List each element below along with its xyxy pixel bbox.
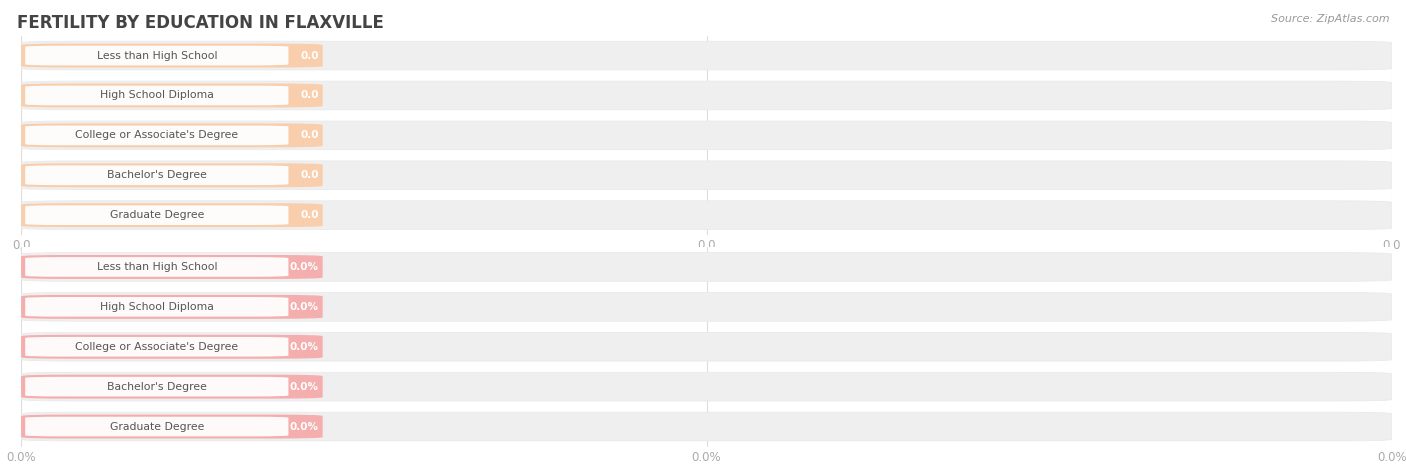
Text: Bachelor's Degree: Bachelor's Degree xyxy=(107,381,207,392)
FancyBboxPatch shape xyxy=(21,203,323,227)
Text: FERTILITY BY EDUCATION IN FLAXVILLE: FERTILITY BY EDUCATION IN FLAXVILLE xyxy=(17,14,384,32)
Text: 0.0: 0.0 xyxy=(299,130,319,141)
Text: 0.0: 0.0 xyxy=(299,210,319,220)
FancyBboxPatch shape xyxy=(21,412,1392,441)
FancyBboxPatch shape xyxy=(21,293,1392,321)
FancyBboxPatch shape xyxy=(21,44,323,67)
FancyBboxPatch shape xyxy=(25,165,288,185)
Text: 0.0%: 0.0% xyxy=(290,421,319,432)
FancyBboxPatch shape xyxy=(21,295,323,319)
Text: 0.0%: 0.0% xyxy=(290,381,319,392)
FancyBboxPatch shape xyxy=(21,253,1392,281)
FancyBboxPatch shape xyxy=(25,297,288,317)
Text: College or Associate's Degree: College or Associate's Degree xyxy=(76,342,239,352)
FancyBboxPatch shape xyxy=(21,121,1392,150)
Text: 0.0%: 0.0% xyxy=(290,262,319,272)
FancyBboxPatch shape xyxy=(21,415,323,438)
Text: High School Diploma: High School Diploma xyxy=(100,302,214,312)
FancyBboxPatch shape xyxy=(25,86,288,105)
FancyBboxPatch shape xyxy=(21,124,323,147)
FancyBboxPatch shape xyxy=(21,201,1392,229)
FancyBboxPatch shape xyxy=(21,255,323,279)
FancyBboxPatch shape xyxy=(25,337,288,357)
Text: College or Associate's Degree: College or Associate's Degree xyxy=(76,130,239,141)
Text: Graduate Degree: Graduate Degree xyxy=(110,210,204,220)
FancyBboxPatch shape xyxy=(21,81,1392,110)
FancyBboxPatch shape xyxy=(21,375,323,399)
Text: High School Diploma: High School Diploma xyxy=(100,90,214,101)
FancyBboxPatch shape xyxy=(21,372,1392,401)
FancyBboxPatch shape xyxy=(25,257,288,277)
Text: 0.0: 0.0 xyxy=(299,90,319,101)
Text: 0.0: 0.0 xyxy=(299,50,319,61)
Text: Bachelor's Degree: Bachelor's Degree xyxy=(107,170,207,180)
Text: 0.0: 0.0 xyxy=(299,170,319,180)
FancyBboxPatch shape xyxy=(21,335,323,359)
FancyBboxPatch shape xyxy=(25,417,288,437)
FancyBboxPatch shape xyxy=(25,46,288,66)
FancyBboxPatch shape xyxy=(21,41,1392,70)
Text: Less than High School: Less than High School xyxy=(97,50,217,61)
FancyBboxPatch shape xyxy=(21,332,1392,361)
FancyBboxPatch shape xyxy=(21,161,1392,190)
Text: Graduate Degree: Graduate Degree xyxy=(110,421,204,432)
FancyBboxPatch shape xyxy=(25,125,288,145)
Text: Source: ZipAtlas.com: Source: ZipAtlas.com xyxy=(1271,14,1389,24)
Text: Less than High School: Less than High School xyxy=(97,262,217,272)
FancyBboxPatch shape xyxy=(25,205,288,225)
Text: 0.0%: 0.0% xyxy=(290,302,319,312)
FancyBboxPatch shape xyxy=(21,163,323,187)
FancyBboxPatch shape xyxy=(25,377,288,397)
FancyBboxPatch shape xyxy=(21,84,323,107)
Text: 0.0%: 0.0% xyxy=(290,342,319,352)
